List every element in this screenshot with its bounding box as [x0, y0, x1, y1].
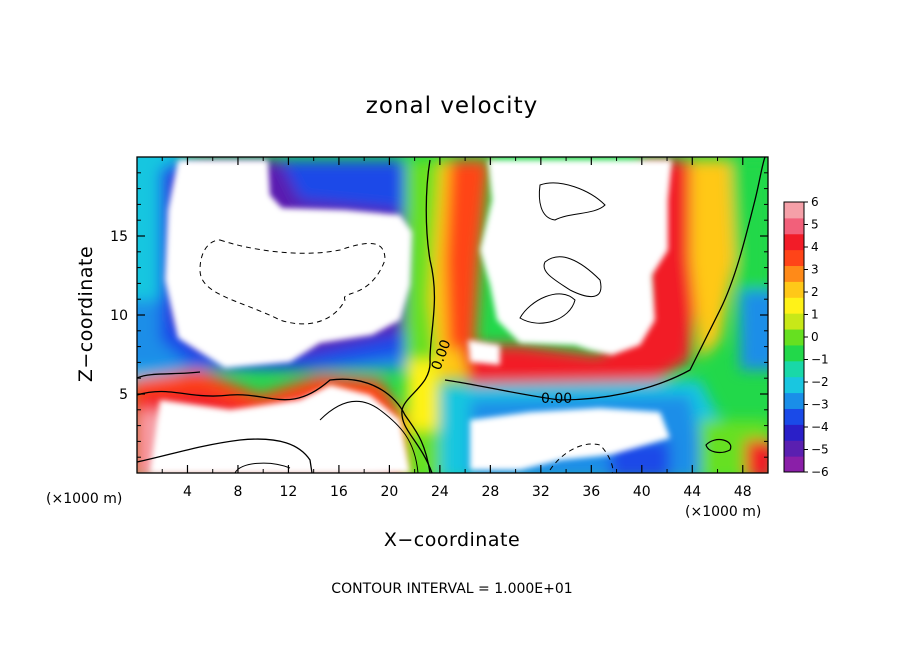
colorbar: 6 5 4 3 2 1 0 −1 −2 −3 −4 −5 −6 — [783, 195, 829, 479]
colorbar-tick-label: 5 — [811, 218, 819, 232]
colorbar-tick-label: 6 — [811, 195, 819, 209]
x-tick-label: 44 — [683, 484, 701, 500]
colorbar-swatch — [784, 217, 804, 235]
colorbar-swatch — [784, 440, 804, 457]
colorbar-swatch — [784, 281, 804, 298]
y-axis-label: Z−coordinate — [75, 246, 97, 382]
x-tick-label: 28 — [481, 484, 499, 500]
colorbar-swatch — [784, 344, 804, 362]
contour-label-1: 0.00 — [541, 391, 572, 407]
colorbar-swatch — [784, 202, 804, 219]
colorbar-swatch — [784, 376, 804, 394]
colorbar-swatch — [784, 249, 804, 267]
colorbar-tick-label: 2 — [811, 285, 819, 299]
chart-title: zonal velocity — [366, 93, 538, 119]
colorbar-tick-label: 0 — [811, 330, 819, 344]
x-tick-label: 40 — [633, 484, 651, 500]
x-tick-label: 4 — [183, 484, 192, 500]
contour-lines — [137, 157, 766, 473]
y-axis: 5 10 15 — [110, 172, 768, 458]
x-tick-label: 48 — [734, 484, 752, 500]
colorbar-swatch — [784, 233, 804, 251]
x-tick-label: 12 — [280, 484, 298, 500]
colorbar-swatch — [784, 265, 804, 282]
colorbar-tick-label: −5 — [811, 443, 829, 457]
colorbar-tick-label: −1 — [811, 353, 829, 367]
colorbar-swatch — [784, 329, 804, 346]
y-tick-label: 5 — [119, 387, 128, 403]
x-axis-label: X−coordinate — [384, 529, 520, 551]
colorbar-swatch — [784, 408, 804, 425]
contour-interval-note: CONTOUR INTERVAL = 1.000E+01 — [331, 581, 572, 597]
colorbar-swatch — [784, 313, 804, 330]
y-tick-label: 15 — [110, 229, 128, 245]
colorbar-tick-label: −2 — [811, 375, 829, 389]
colorbar-swatch — [784, 424, 804, 441]
x-unit-label-right: (×1000 m) — [685, 504, 761, 520]
x-tick-label: 36 — [582, 484, 600, 500]
colorbar-swatch — [784, 456, 804, 473]
colorbar-tick-label: −4 — [811, 420, 829, 434]
x-tick-label: 24 — [431, 484, 449, 500]
x-unit-label-left: (×1000 m) — [46, 491, 122, 507]
colorbar-swatch — [784, 297, 804, 314]
x-tick-label: 20 — [380, 484, 398, 500]
colorbar-tick-label: 3 — [811, 263, 819, 277]
colorbar-tick-label: −6 — [811, 465, 829, 479]
colorbar-swatch — [784, 392, 804, 409]
x-tick-label: 32 — [532, 484, 550, 500]
colorbar-swatch — [784, 360, 804, 378]
x-axis: 4 8 12 16 20 24 28 32 36 40 44 48 — [161, 157, 752, 500]
colorbar-tick-label: 4 — [811, 240, 819, 254]
y-tick-label: 10 — [110, 308, 128, 324]
colorbar-tick-label: 1 — [811, 308, 819, 322]
x-tick-label: 8 — [233, 484, 242, 500]
heatmap-field — [137, 157, 768, 473]
x-tick-label: 16 — [330, 484, 348, 500]
colorbar-tick-label: −3 — [811, 398, 829, 412]
